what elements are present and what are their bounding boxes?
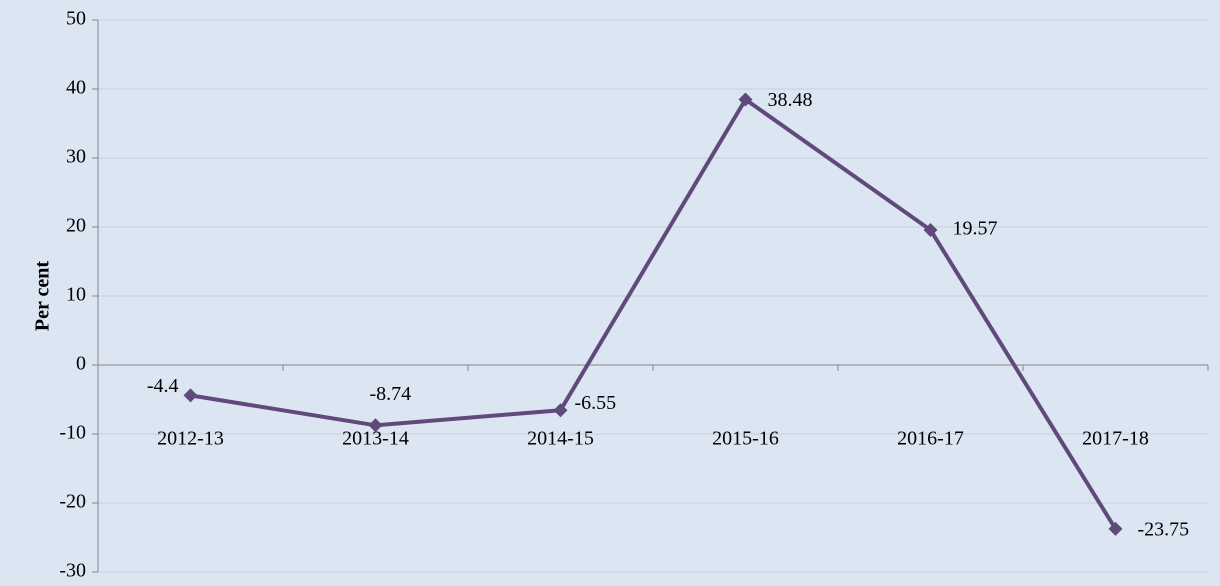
data-label: 38.48 bbox=[768, 89, 813, 111]
marker bbox=[923, 222, 938, 237]
y-tick-label: 0 bbox=[76, 353, 86, 375]
x-tick-label: 2013-14 bbox=[342, 428, 409, 450]
y-axis-label: Per cent bbox=[32, 261, 54, 331]
data-label: -8.74 bbox=[370, 383, 412, 405]
data-label: -4.4 bbox=[147, 375, 179, 397]
x-tick-label: 2014-15 bbox=[527, 428, 594, 450]
marker bbox=[1108, 521, 1123, 536]
y-tick-label: -10 bbox=[59, 422, 86, 444]
marker bbox=[738, 92, 753, 107]
y-tick-label: -30 bbox=[59, 560, 86, 582]
data-label: -23.75 bbox=[1138, 518, 1190, 540]
marker bbox=[368, 418, 383, 433]
line bbox=[190, 97, 1118, 530]
y-tick-label: 10 bbox=[66, 284, 86, 306]
data-label: 19.57 bbox=[953, 218, 998, 240]
y-tick-label: 40 bbox=[66, 77, 86, 99]
x-tick-label: 2017-18 bbox=[1082, 428, 1149, 450]
marker bbox=[183, 388, 198, 403]
x-tick-label: 2015-16 bbox=[712, 428, 779, 450]
x-tick-label: 2016-17 bbox=[897, 428, 964, 450]
y-tick-label: 20 bbox=[66, 215, 86, 237]
y-tick-label: 50 bbox=[66, 8, 86, 30]
y-tick-label: -20 bbox=[59, 491, 86, 513]
y-tick-label: 30 bbox=[66, 146, 86, 168]
marker bbox=[553, 403, 568, 418]
data-label: -6.55 bbox=[575, 392, 617, 414]
x-tick-label: 2012-13 bbox=[157, 428, 224, 450]
